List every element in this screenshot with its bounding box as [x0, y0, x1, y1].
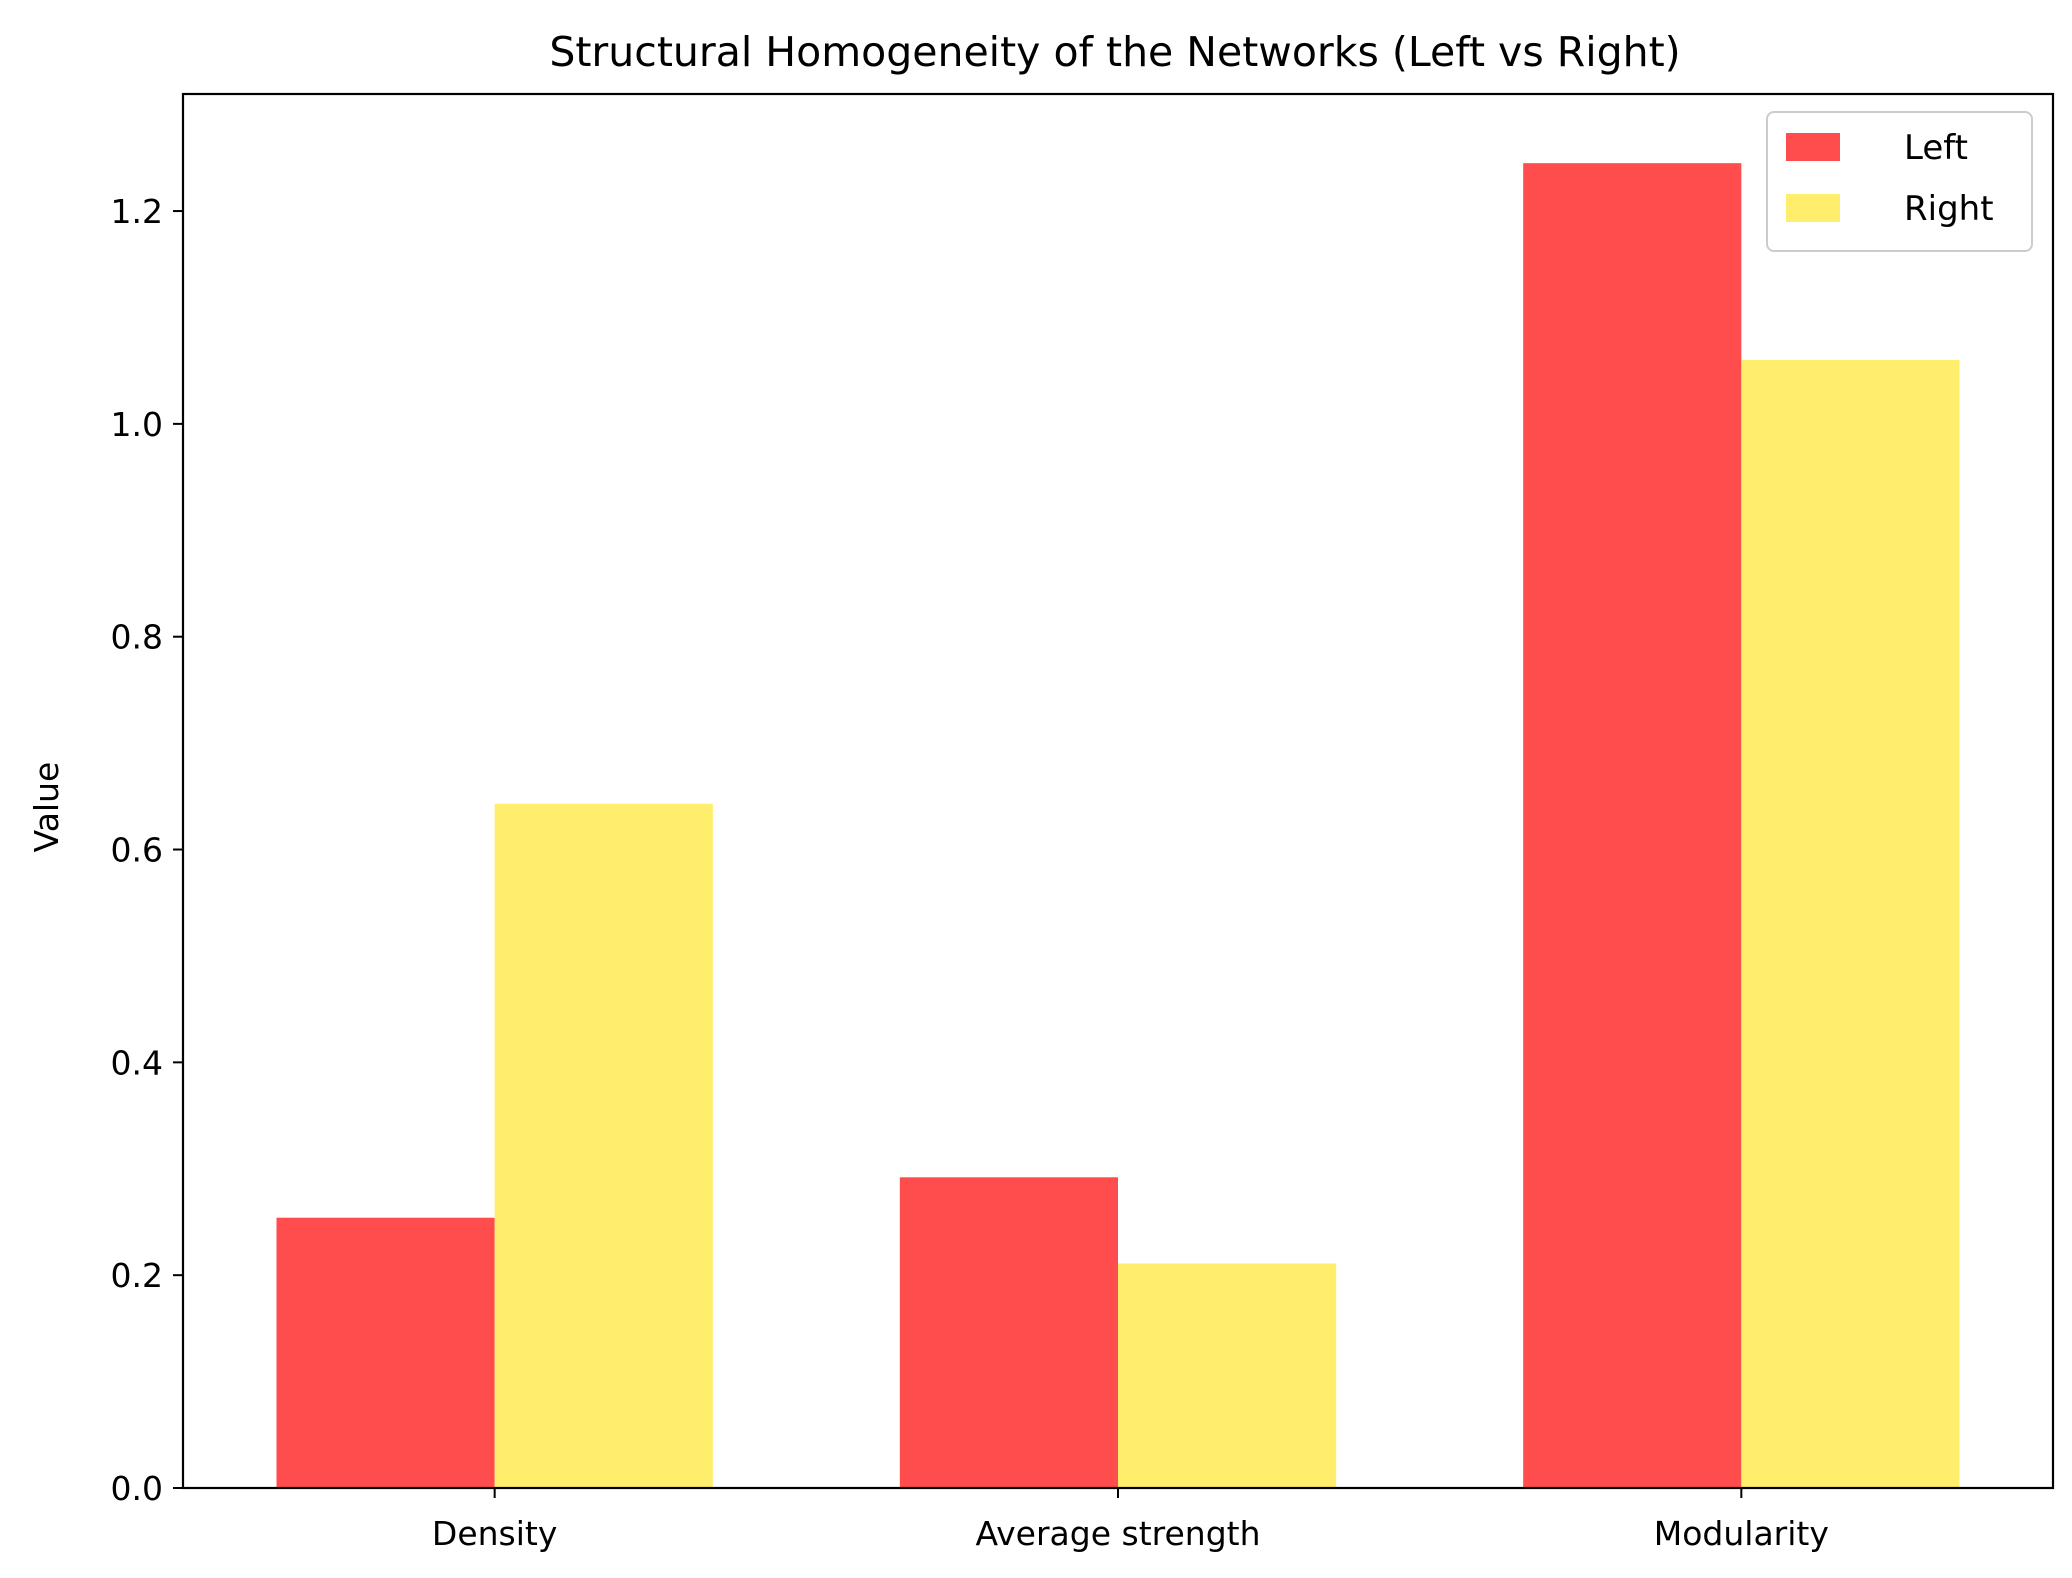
- y-tick-label: 1.2: [111, 192, 163, 231]
- bar-left-density: [276, 1217, 495, 1488]
- y-ticks-group: 0.0 0.2 0.4 0.6 0.8 1.0 1.2: [111, 192, 183, 1508]
- legend-label-right: Right: [1904, 189, 1994, 229]
- y-tick-label: 0.6: [111, 831, 163, 870]
- bar-left-average-strength: [899, 1177, 1118, 1488]
- y-tick-label: 0.8: [111, 618, 163, 657]
- bar-left-modularity: [1523, 163, 1742, 1488]
- x-tick-label: Density: [432, 1514, 557, 1553]
- bars-group: [276, 163, 1960, 1489]
- legend-label-left: Left: [1904, 128, 1968, 168]
- legend-frame: [1766, 111, 2033, 252]
- legend-swatch-left: [1786, 133, 1840, 161]
- y-tick-label: 0.0: [111, 1469, 163, 1508]
- plot-frame: [181, 92, 2055, 1490]
- bar-right-average-strength: [1118, 1263, 1337, 1488]
- y-tick-label: 1.0: [111, 405, 163, 444]
- x-ticks-group: Density Average strength Modularity: [432, 1488, 1829, 1553]
- legend-swatch-right: [1786, 194, 1840, 222]
- bar-right-density: [494, 803, 713, 1488]
- x-tick-label: Average strength: [976, 1514, 1261, 1553]
- legend: Left Right: [1766, 111, 2033, 252]
- x-tick-label: Modularity: [1654, 1514, 1829, 1553]
- y-tick-label: 0.4: [111, 1043, 163, 1082]
- chart-title: Structural Homogeneity of the Networks (…: [549, 28, 1680, 76]
- y-axis-label: Value: [27, 762, 66, 853]
- bar-right-modularity: [1741, 360, 1960, 1489]
- y-tick-label: 0.2: [111, 1256, 163, 1295]
